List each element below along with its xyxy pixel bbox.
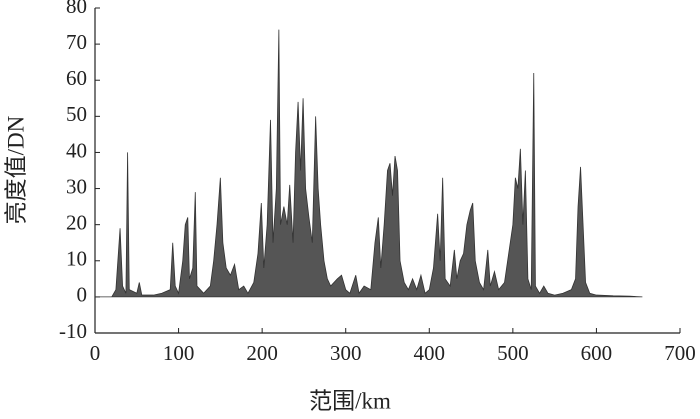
x-tick-label: 400 bbox=[414, 341, 446, 365]
x-tick-label: 500 bbox=[497, 341, 529, 365]
y-tick-label: 0 bbox=[77, 283, 88, 307]
x-axis-label: 范围/km bbox=[309, 388, 391, 413]
x-tick-label: 600 bbox=[581, 341, 613, 365]
y-tick-label: 40 bbox=[66, 138, 87, 162]
y-tick-label: 20 bbox=[66, 210, 87, 234]
y-tick-label: 10 bbox=[66, 247, 87, 271]
x-tick-label: 200 bbox=[246, 341, 278, 365]
y-axis-label: 亮度值/DN bbox=[3, 115, 28, 224]
x-tick-label: 700 bbox=[664, 341, 696, 365]
x-tick-label: 0 bbox=[90, 341, 101, 365]
y-tick-label: -10 bbox=[59, 319, 87, 343]
y-tick-label: 60 bbox=[66, 66, 87, 90]
y-tick-label: 50 bbox=[66, 102, 87, 126]
area bbox=[95, 29, 643, 298]
x-tick-label: 100 bbox=[163, 341, 195, 365]
y-tick-label: 30 bbox=[66, 174, 87, 198]
y-tick-label: 70 bbox=[66, 30, 87, 54]
y-tick-label: 80 bbox=[66, 0, 87, 18]
x-tick-label: 300 bbox=[330, 341, 362, 365]
